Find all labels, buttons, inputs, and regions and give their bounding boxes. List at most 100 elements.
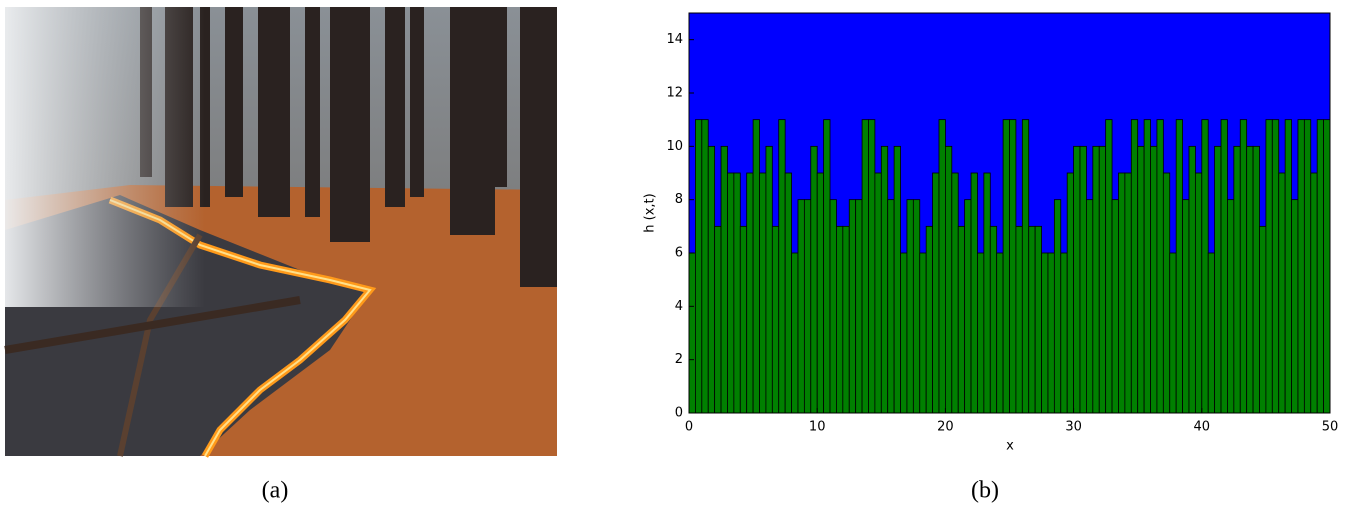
y-tick-label: 8 (675, 192, 683, 207)
bar (1201, 119, 1209, 414)
bar (912, 199, 921, 414)
bar (874, 172, 882, 414)
bar (1111, 199, 1119, 414)
bar (688, 252, 696, 414)
bar (720, 145, 728, 414)
bar (1021, 119, 1030, 414)
bar (1130, 119, 1139, 414)
bar (707, 145, 716, 414)
x-tick-label: 10 (809, 420, 826, 435)
y-tick-label: 12 (666, 86, 683, 101)
bar (1073, 145, 1081, 414)
chart: 0 10 20 30 40 50 0 2 4 6 8 10 12 14 (666, 12, 1338, 435)
bar (1291, 199, 1299, 414)
bar (1092, 145, 1100, 414)
bar (1188, 145, 1196, 414)
bar (1169, 252, 1177, 414)
bar (714, 225, 722, 414)
bar (848, 199, 857, 414)
x-tick-label: 20 (937, 420, 954, 435)
bar (1323, 119, 1331, 414)
bar (906, 199, 914, 414)
bar (765, 145, 773, 414)
bar (945, 145, 953, 414)
bar (1156, 119, 1164, 414)
y-tick-label: 4 (675, 299, 683, 314)
bar (784, 172, 792, 414)
bar (829, 199, 837, 414)
bar (1265, 119, 1273, 414)
bar (791, 252, 799, 414)
bar (983, 172, 991, 414)
bar (823, 119, 831, 414)
bar (1118, 172, 1126, 414)
y-tick-label: 14 (666, 32, 683, 47)
x-tick-label: 30 (1065, 420, 1082, 435)
bar (1239, 119, 1248, 414)
bar (1041, 252, 1049, 414)
x-tick-label: 0 (685, 420, 693, 435)
bar (771, 225, 780, 414)
y-axis-label: h (x,t) (643, 193, 658, 232)
bar (957, 225, 966, 414)
bar (925, 225, 933, 414)
bar (1207, 252, 1216, 414)
photo (4, 7, 557, 458)
bar (919, 252, 927, 414)
bar (797, 199, 805, 414)
bar (836, 225, 844, 414)
bar (1047, 252, 1055, 414)
y-tick-label: 6 (675, 246, 683, 261)
bar (855, 199, 863, 414)
bar (810, 145, 818, 414)
bar (938, 119, 946, 414)
bar (1098, 145, 1107, 414)
bar (842, 225, 850, 414)
bar (996, 252, 1004, 414)
bar (1150, 145, 1158, 414)
bar (746, 172, 754, 414)
bar (1053, 199, 1062, 414)
y-tick-label: 0 (675, 406, 683, 421)
bar (977, 252, 985, 414)
bar (880, 145, 889, 414)
bar (1246, 145, 1254, 414)
bar (1124, 172, 1132, 414)
bar (1297, 119, 1305, 414)
caption: (b) (971, 478, 999, 504)
bar (1002, 119, 1010, 414)
bar (1175, 119, 1183, 414)
bar (1233, 145, 1241, 414)
bar (868, 119, 876, 414)
bar (752, 119, 760, 414)
bar (887, 199, 895, 414)
bar (759, 172, 767, 414)
bar (778, 119, 786, 414)
bar (989, 225, 998, 414)
bar (1137, 145, 1145, 414)
bar (739, 225, 748, 414)
bar (1227, 199, 1235, 414)
bar (964, 199, 972, 414)
plot-frame (688, 12, 1331, 414)
bar (1182, 199, 1190, 414)
bar (1278, 172, 1286, 414)
bar (1162, 172, 1171, 414)
bar (1284, 119, 1292, 414)
bar (1066, 172, 1074, 414)
bar (1009, 119, 1017, 414)
bar (803, 199, 812, 414)
bar (733, 172, 741, 414)
bar (1086, 199, 1094, 414)
bar (1034, 225, 1042, 414)
x-axis-label: x (1006, 439, 1014, 454)
y-tick-label: 10 (666, 139, 683, 154)
bar (1079, 145, 1087, 414)
bar (1252, 145, 1260, 414)
bar (1220, 119, 1228, 414)
bar (1303, 119, 1312, 414)
bar (1259, 225, 1267, 414)
bar (1105, 119, 1113, 414)
bar (1143, 119, 1151, 414)
bar (1310, 172, 1318, 414)
